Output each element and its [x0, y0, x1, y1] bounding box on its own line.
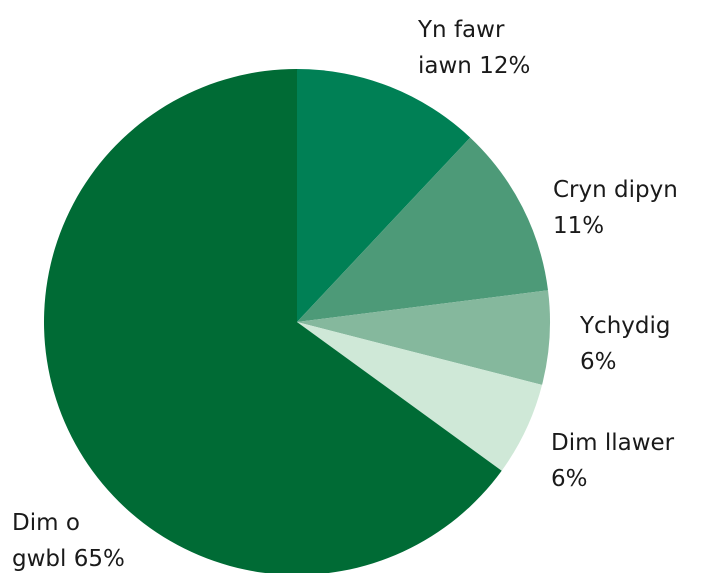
category-name: Dim llawer	[551, 430, 675, 456]
pie-slice	[297, 322, 543, 471]
pie-slice	[43, 69, 502, 573]
pie-slice	[297, 290, 550, 385]
value-label: 6%	[551, 466, 588, 492]
value-label: 65%	[73, 546, 125, 572]
value-label: 6%	[580, 349, 617, 375]
pie-slice	[297, 69, 471, 322]
value-label: 12%	[479, 53, 531, 79]
category-name: Cryn dipyn	[553, 177, 678, 203]
slice-label: Dim llawer 6%	[551, 425, 701, 497]
slice-label: Ychydig 6%	[580, 308, 700, 380]
category-name: Dim o gwbl	[12, 510, 80, 572]
slice-label: Dim o gwbl 65%	[12, 505, 126, 577]
pie-slice	[297, 137, 549, 322]
category-name: Yn fawr iawn	[418, 17, 505, 79]
slice-label: Yn fawr iawn 12%	[418, 12, 558, 84]
value-label: 11%	[553, 213, 605, 239]
category-name: Ychydig	[580, 313, 671, 339]
slice-label: Cryn dipyn 11%	[553, 172, 703, 244]
